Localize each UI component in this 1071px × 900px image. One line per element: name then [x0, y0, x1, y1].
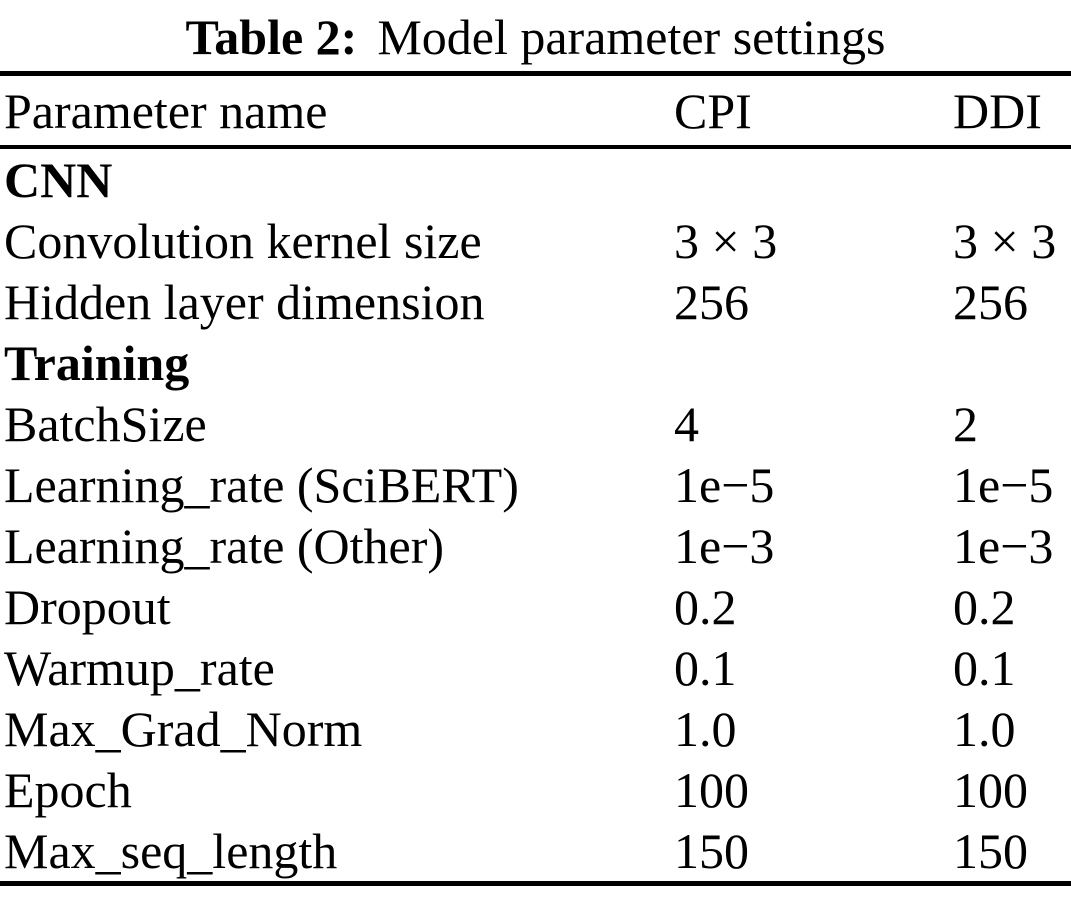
table-caption: Table 2: Model parameter settings — [0, 0, 1071, 71]
table-row: Learning_rate (SciBERT) 1e−5 1e−5 — [0, 454, 1071, 515]
table-row-section-cnn: CNN — [0, 147, 1071, 210]
cell-ddi: 150 — [953, 822, 1028, 879]
table-row: Dropout 0.2 0.2 — [0, 576, 1071, 637]
cell-cpi — [674, 332, 953, 393]
cell-cpi: 100 — [674, 761, 749, 818]
cell-cpi: 1e−3 — [674, 517, 775, 574]
cell-cpi: 1e−5 — [674, 456, 775, 513]
cell-ddi: 0.2 — [953, 578, 1016, 635]
cell-cpi: 1.0 — [674, 700, 737, 757]
cell-ddi: 1.0 — [953, 700, 1016, 757]
cell-cpi: 0.1 — [674, 639, 737, 696]
table-header-row: Parameter name CPI DDI — [0, 73, 1071, 149]
cell-ddi: 3 × 3 — [953, 212, 1057, 269]
table-row: BatchSize 4 2 — [0, 393, 1071, 454]
cell-cpi: 3 × 3 — [674, 212, 778, 269]
table-row: Warmup_rate 0.1 0.1 — [0, 637, 1071, 698]
cell-ddi: 1e−5 — [953, 456, 1054, 513]
cell-ddi: 256 — [953, 273, 1028, 330]
table-caption-text: Model parameter settings — [377, 8, 886, 65]
table-row: Epoch 100 100 — [0, 759, 1071, 820]
cell-cpi: 256 — [674, 273, 749, 330]
cell-parameter: CNN — [4, 151, 113, 208]
cell-parameter: Max_Grad_Norm — [4, 700, 363, 757]
column-header-parameter-name: Parameter name — [0, 73, 674, 149]
table-row: Convolution kernel size 3 × 3 3 × 3 — [0, 210, 1071, 271]
cell-cpi: 0.2 — [674, 578, 737, 635]
cell-parameter: Learning_rate (SciBERT) — [4, 456, 519, 513]
cell-parameter: Learning_rate (Other) — [4, 517, 445, 574]
cell-ddi: 1e−3 — [953, 517, 1054, 574]
table-row: Learning_rate (Other) 1e−3 1e−3 — [0, 515, 1071, 576]
table-row: Hidden layer dimension 256 256 — [0, 271, 1071, 332]
cell-parameter: Hidden layer dimension — [4, 273, 485, 330]
table-row: Max_seq_length 150 150 — [0, 820, 1071, 884]
cell-parameter: Dropout — [4, 578, 171, 635]
column-header-ddi: DDI — [953, 73, 1071, 149]
cell-cpi: 4 — [674, 395, 699, 452]
cell-cpi — [674, 147, 953, 210]
cell-parameter: Epoch — [4, 761, 132, 818]
cell-ddi: 100 — [953, 761, 1028, 818]
column-header-cpi: CPI — [674, 73, 953, 149]
cell-ddi: 2 — [953, 395, 978, 452]
cell-parameter: Training — [4, 334, 190, 391]
cell-parameter: Warmup_rate — [4, 639, 275, 696]
table-caption-label: Table 2: — [185, 8, 358, 65]
cell-ddi — [953, 332, 1071, 393]
cell-ddi — [953, 147, 1071, 210]
cell-parameter: Max_seq_length — [4, 822, 338, 879]
model-parameter-table: Parameter name CPI DDI CNN Convolution k… — [0, 71, 1071, 886]
cell-cpi: 150 — [674, 822, 749, 879]
table-row-section-training: Training — [0, 332, 1071, 393]
cell-ddi: 0.1 — [953, 639, 1016, 696]
table-row: Max_Grad_Norm 1.0 1.0 — [0, 698, 1071, 759]
cell-parameter: BatchSize — [4, 395, 207, 452]
cell-parameter: Convolution kernel size — [4, 212, 482, 269]
